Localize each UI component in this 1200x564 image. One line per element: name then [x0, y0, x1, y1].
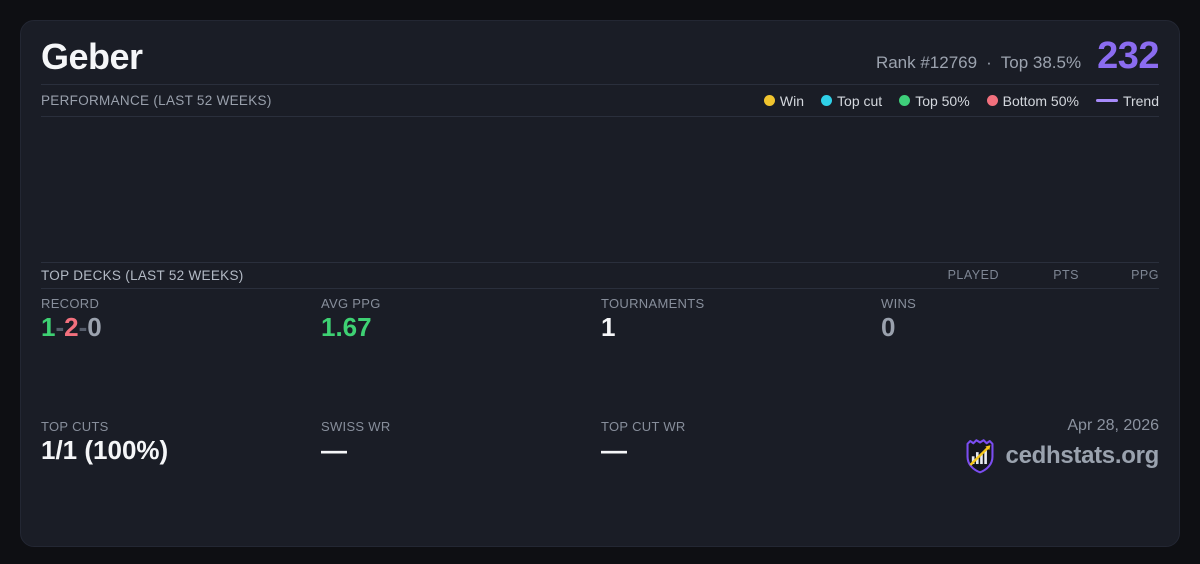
- stat-wins-value: 0: [881, 311, 896, 342]
- legend-label-top-cut: Top cut: [837, 92, 883, 109]
- stat-tournaments-value: 1: [601, 311, 616, 342]
- stat-wins: WINS 0: [881, 296, 1159, 415]
- card-footer: Apr 28, 2026 cedhstats.org: [881, 416, 1159, 546]
- stat-top-cut-wr-value: —: [601, 434, 627, 465]
- column-header-pts: PTS: [1053, 268, 1079, 282]
- stat-record: RECORD 1-2-0: [41, 296, 321, 415]
- date-text: Apr 28, 2026: [1067, 416, 1159, 434]
- stat-top-cuts-label: TOP CUTS: [41, 418, 109, 434]
- stat-avg-ppg-label: AVG PPG: [321, 295, 381, 311]
- stat-tournaments: TOURNAMENTS 1: [601, 296, 881, 415]
- chart-legend: Win Top cut Top 50% Bottom 50% Trend: [763, 92, 1159, 109]
- legend-item-trend: Trend: [1095, 92, 1159, 109]
- stat-top-cut-wr: TOP CUT WR —: [601, 419, 881, 546]
- stat-avg-ppg-value: 1.67: [321, 311, 372, 342]
- top-decks-header-row: TOP DECKS (LAST 52 WEEKS) PLAYED PTS PPG: [41, 261, 1159, 289]
- stat-swiss-wr-label: SWISS WR: [321, 418, 391, 434]
- legend-label-win: Win: [779, 92, 805, 109]
- header-right: Rank #12769 · Top 38.5% 232: [876, 35, 1160, 78]
- trend-line-icon: [1095, 99, 1118, 102]
- record-separator-2: -: [78, 311, 88, 342]
- brand-row[interactable]: cedhstats.org: [963, 438, 1159, 474]
- legend-label-top-50: Top 50%: [915, 92, 970, 109]
- rank-line: Rank #12769 · Top 38.5%: [876, 53, 1081, 73]
- record-wins: 1: [41, 311, 56, 342]
- column-header-ppg: PPG: [1131, 268, 1159, 282]
- record-losses: 2: [64, 311, 79, 342]
- stat-swiss-wr: SWISS WR —: [321, 419, 601, 546]
- stat-record-value: 1-2-0: [41, 312, 321, 343]
- stat-top-cuts: TOP CUTS 1/1 (100%): [41, 419, 321, 546]
- legend-item-top-50: Top 50%: [899, 92, 970, 109]
- legend-item-win: Win: [763, 92, 805, 109]
- record-draws: 0: [87, 311, 102, 342]
- player-score: 232: [1097, 35, 1159, 77]
- performance-header-row: PERFORMANCE (LAST 52 WEEKS) Win Top cut …: [41, 85, 1159, 117]
- top-50-dot-icon: [899, 95, 911, 106]
- stat-avg-ppg: AVG PPG 1.67: [321, 296, 601, 415]
- stat-record-label: RECORD: [41, 295, 100, 311]
- rank-separator: ·: [986, 53, 992, 72]
- legend-label-bottom-50: Bottom 50%: [1002, 92, 1079, 109]
- player-stats-card: Geber Rank #12769 · Top 38.5% 232 PERFOR…: [20, 20, 1180, 547]
- legend-item-top-cut: Top cut: [821, 93, 882, 109]
- bottom-50-dot-icon: [986, 95, 998, 106]
- brand-text[interactable]: cedhstats.org: [1005, 441, 1160, 469]
- top-decks-columns: PLAYED PTS PPG: [919, 268, 1159, 282]
- stat-tournaments-label: TOURNAMENTS: [601, 295, 705, 311]
- stat-wins-label: WINS: [881, 295, 917, 311]
- performance-chart-plot-area: [41, 117, 1159, 262]
- legend-item-bottom-50: Bottom 50%: [986, 92, 1079, 109]
- record-separator-1: -: [55, 311, 65, 342]
- stat-top-cuts-value: 1/1 (100%): [41, 434, 169, 465]
- stat-swiss-wr-value: —: [321, 434, 347, 465]
- cedhstats-shield-logo-icon: [966, 438, 994, 474]
- rank-text: Rank #12769: [875, 53, 978, 72]
- player-name: Geber: [41, 35, 143, 77]
- legend-label-trend: Trend: [1122, 92, 1159, 109]
- performance-section-title: PERFORMANCE (LAST 52 WEEKS): [41, 93, 272, 108]
- column-header-played: PLAYED: [947, 268, 999, 282]
- win-dot-icon: [763, 95, 775, 106]
- stat-top-cut-wr-label: TOP CUT WR: [601, 418, 686, 434]
- top-cut-dot-icon: [821, 95, 833, 106]
- top-decks-section-title: TOP DECKS (LAST 52 WEEKS): [41, 267, 244, 283]
- top-percent-text: Top 38.5%: [1000, 53, 1082, 72]
- stats-grid: RECORD 1-2-0 AVG PPG 1.67 TOURNAMENTS 1 …: [41, 289, 1159, 547]
- card-header: Geber Rank #12769 · Top 38.5% 232: [41, 21, 1159, 85]
